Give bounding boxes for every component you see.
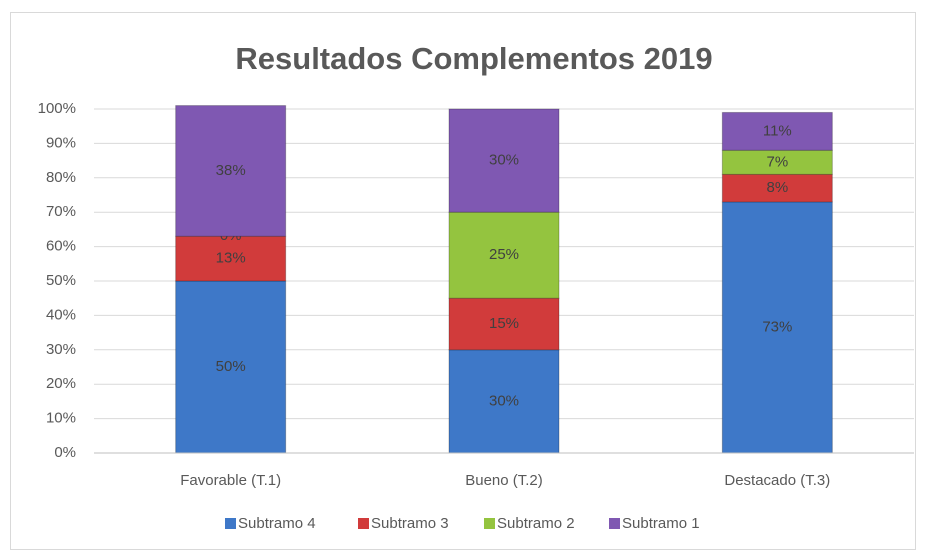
- data-label: 15%: [489, 315, 519, 332]
- y-tick-label: 70%: [46, 203, 76, 220]
- data-label: 73%: [762, 318, 792, 335]
- bar-segment: [175, 280, 287, 454]
- y-tick-label: 10%: [46, 410, 76, 427]
- y-tick-label: 90%: [46, 134, 76, 151]
- x-tick-label: Destacado (T.3): [724, 472, 830, 489]
- legend-swatch: [225, 518, 236, 529]
- bar-segment: [448, 211, 560, 299]
- bar-segment: [448, 297, 560, 351]
- y-tick-label: 100%: [38, 100, 76, 117]
- legend-swatch: [358, 518, 369, 529]
- y-tick-label: 40%: [46, 306, 76, 323]
- data-label: 13%: [216, 250, 246, 267]
- data-label: 8%: [766, 179, 788, 196]
- y-tick-label: 50%: [46, 272, 76, 289]
- y-tick-label: 60%: [46, 238, 76, 255]
- data-label: 38%: [216, 162, 246, 179]
- bar-segment: [175, 105, 287, 237]
- chart-title: Resultados Complementos 2019: [235, 41, 712, 76]
- legend-label: Subtramo 3: [371, 515, 449, 532]
- y-tick-label: 0%: [54, 444, 76, 461]
- data-label: 50%: [216, 358, 246, 375]
- y-tick-label: 30%: [46, 341, 76, 358]
- legend-swatch: [484, 518, 495, 529]
- bar-segment: [721, 111, 833, 151]
- bar-segment: [721, 173, 833, 203]
- data-label: 25%: [489, 246, 519, 263]
- bar-segment: [721, 201, 833, 454]
- data-label: 30%: [489, 392, 519, 409]
- y-tick-label: 20%: [46, 375, 76, 392]
- data-label: 30%: [489, 152, 519, 169]
- bar-segment: [721, 149, 833, 175]
- data-label: 11%: [763, 122, 792, 139]
- x-tick-label: Bueno (T.2): [465, 472, 543, 489]
- legend-label: Subtramo 4: [238, 515, 316, 532]
- bar-segment: [175, 235, 287, 282]
- legend-label: Subtramo 2: [497, 515, 575, 532]
- y-tick-label: 80%: [46, 169, 76, 186]
- bar-segment: [448, 108, 560, 213]
- data-label: 7%: [766, 153, 788, 170]
- legend-swatch: [609, 518, 620, 529]
- legend-label: Subtramo 1: [622, 515, 700, 532]
- bar-segment: [448, 349, 560, 454]
- x-tick-label: Favorable (T.1): [180, 472, 281, 489]
